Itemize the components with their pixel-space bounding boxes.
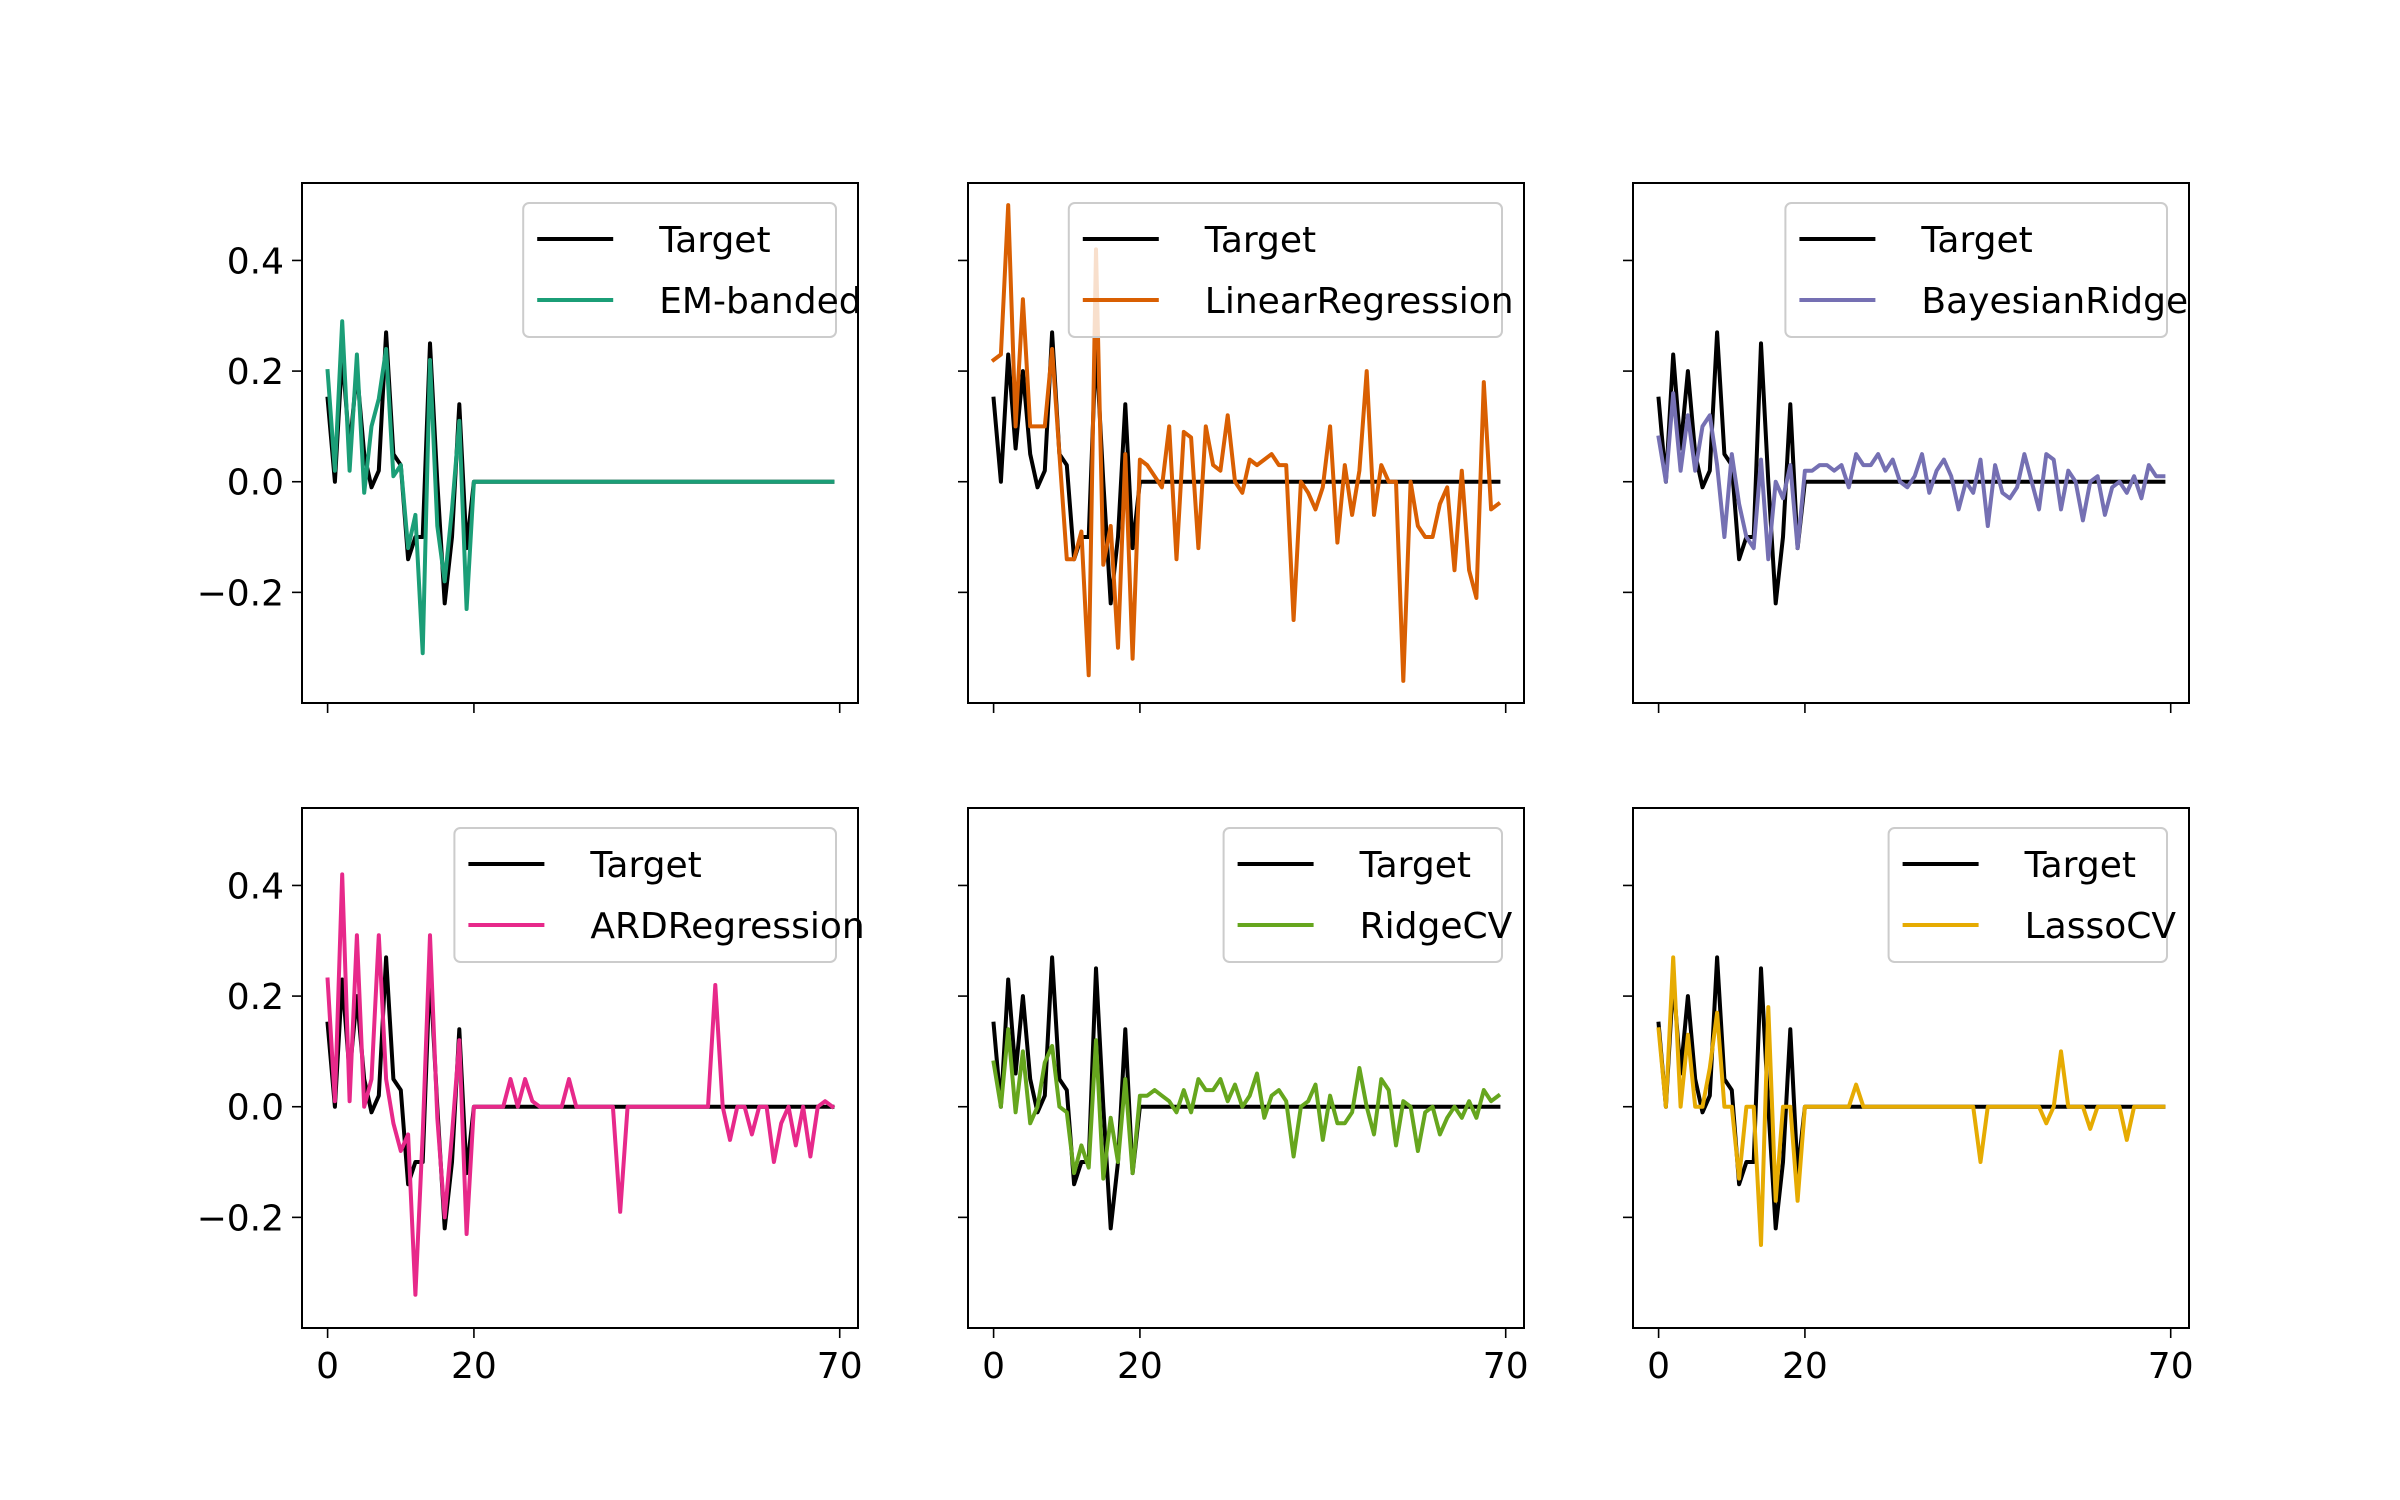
legend-label: RidgeCV: [1360, 906, 1513, 947]
legend-label: EM-banded: [659, 281, 861, 322]
legend: Target BayesianRidge: [1784, 202, 2188, 338]
legend-label: ARDRegression: [590, 906, 864, 947]
legend-label: Target: [2024, 845, 2136, 886]
legend-label: Target: [1359, 845, 1471, 886]
subplot-2: Target LinearRegression: [958, 182, 1525, 713]
legend-box: [1222, 827, 1503, 963]
x-tick-label: 0: [982, 1346, 1005, 1387]
y-tick-label: 0.0: [227, 1088, 284, 1129]
model-line-linear: [990, 203, 1502, 683]
model-line-lasso: [1656, 955, 2166, 1247]
subplot-4: −0.2 0.0 0.2 0.4 0 20 70 Target ARDRegression: [197, 807, 865, 1387]
series-lines: [325, 319, 835, 656]
series-lines: [1656, 955, 2166, 1247]
axes-frame: [967, 807, 1525, 1329]
axes-frame: [1632, 182, 2190, 704]
x-tick-label: 0: [1647, 1346, 1670, 1387]
axes-frame: [301, 182, 859, 704]
x-tick-label: 20: [1117, 1346, 1163, 1387]
axes-frame: [967, 182, 1525, 704]
series-lines: [1656, 330, 2166, 606]
series-lines: [325, 872, 836, 1297]
y-tick-label: 0.4: [227, 241, 284, 282]
y-tick-label: 0.4: [227, 866, 284, 907]
target-line: [325, 330, 835, 606]
legend-label: BayesianRidge: [1921, 281, 2188, 322]
legend-box: [1067, 202, 1504, 338]
legend-label: Target: [658, 220, 770, 261]
legend: Target EM-banded: [522, 202, 862, 338]
y-tick-label: −0.2: [197, 573, 284, 614]
x-tick-label: 20: [1782, 1346, 1828, 1387]
legend-label: LassoCV: [2025, 906, 2177, 947]
legend: Target ARDRegression: [453, 827, 865, 963]
model-line-em: [325, 319, 835, 656]
legend-label: Target: [589, 845, 701, 886]
legend-box: [522, 202, 837, 338]
x-tick-label: 70: [817, 1346, 863, 1387]
model-line-ard: [325, 872, 836, 1297]
x-tick-label: 20: [451, 1346, 497, 1387]
legend-box: [453, 827, 837, 963]
legend: Target RidgeCV: [1222, 827, 1513, 963]
model-line-bayes: [1656, 391, 2166, 562]
subplot-1: −0.2 0.0 0.2 0.4 Target EM-banded: [197, 182, 862, 713]
x-tick-label: 70: [1483, 1346, 1529, 1387]
subplot-3: Target BayesianRidge: [1623, 182, 2190, 713]
model-line-ridge: [991, 1027, 1502, 1181]
x-tick-label: 0: [316, 1346, 339, 1387]
legend-box: [1887, 827, 2168, 963]
legend-label: Target: [1920, 220, 2032, 261]
legend: Target LinearRegression: [1067, 202, 1514, 338]
series-lines: [990, 203, 1502, 683]
legend-label: Target: [1204, 220, 1316, 261]
subplot-5: 0 20 70 Target RidgeCV: [958, 807, 1529, 1387]
series-lines: [991, 955, 1502, 1231]
y-tick-label: 0.0: [227, 463, 284, 504]
legend-box: [1784, 202, 2169, 338]
target-line: [991, 955, 1501, 1231]
target-line: [1656, 955, 2166, 1231]
axes-frame: [1632, 807, 2190, 1329]
x-tick-label: 70: [2148, 1346, 2194, 1387]
subplot-6: 0 20 70 Target LassoCV: [1623, 807, 2194, 1387]
y-tick-label: 0.2: [227, 352, 284, 393]
axes-frame: [301, 807, 859, 1329]
target-line: [325, 955, 835, 1231]
legend: Target LassoCV: [1887, 827, 2177, 963]
legend-label: LinearRegression: [1205, 281, 1514, 322]
y-tick-label: 0.2: [227, 977, 284, 1018]
y-tick-label: −0.2: [197, 1198, 284, 1239]
